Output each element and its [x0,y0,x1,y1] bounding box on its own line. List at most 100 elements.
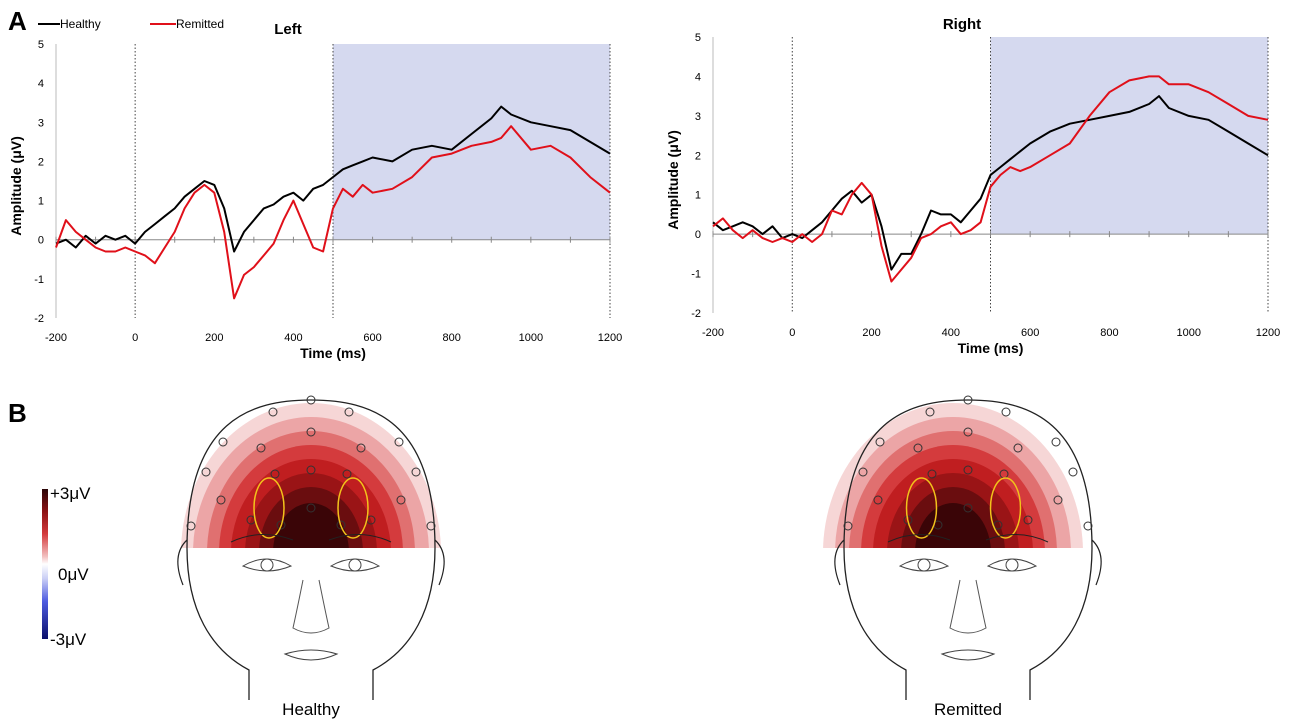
scale-label-zero: 0μV [58,565,89,584]
eyebrow-right [985,533,1049,543]
topomap-figure [42,395,1102,700]
electrode-marker [218,437,228,447]
x-tick-label: 800 [443,332,461,344]
x-tick-label: 0 [789,327,795,339]
x-axis-title: Time (ms) [300,345,366,361]
roi-ellipse-left [905,477,938,539]
series-line-remitted [712,75,1269,283]
chart-title: Left [274,21,302,38]
y-tick-label: 3 [695,111,701,123]
electrode-marker [411,467,421,477]
series-line-remitted [55,125,611,300]
panel-label-b: B [8,398,27,428]
topomap-remitted [823,395,1102,700]
electrode-marker [925,407,935,417]
eye [986,558,1038,572]
electrode-marker [356,443,366,453]
electrode-marker [336,520,346,530]
head-outline [186,399,436,700]
chart-right: -2 -1 0 1 2 3 4 5 -200 0 200 400 600 800 1000 1200 Time … [665,16,1280,356]
electrode-marker [1053,495,1063,505]
y-tick-label: 4 [695,71,701,83]
color-scale-bar [42,489,48,639]
roi-ellipse-right [989,477,1022,539]
x-tick-label: -200 [45,332,67,344]
eyebrow-left [230,533,294,543]
y-axis-title: Amplitude (μV) [8,136,24,236]
electrode-marker [843,521,853,531]
eye [329,558,381,572]
scalp-cap [181,403,441,548]
roi-ellipse-right [337,477,369,539]
scalp-cap [823,403,1083,548]
y-tick-label: 0 [38,235,44,247]
roi-ellipse-left [253,477,285,539]
y-tick-label: 4 [38,78,44,90]
analysis-window-shade [333,44,610,240]
eye [898,558,950,572]
electrode-marker [963,395,973,405]
y-tick-label: 1 [38,196,44,208]
mouth [283,649,339,661]
electrode-marker [927,469,937,479]
scale-label-negative: -3μV [50,630,87,649]
y-tick-label: -2 [691,308,701,320]
x-tick-label: 1000 [519,332,543,344]
electrode-marker [963,427,973,437]
chart-left: -2 -1 0 1 2 3 4 5 -200 0 200 400 600 800 1000 1200 Time … [8,17,622,361]
electrode-marker [963,465,973,475]
x-tick-label: 1200 [1256,327,1280,339]
electrode-marker [306,503,316,513]
ear-left [834,539,845,586]
topomap-healthy [177,395,445,700]
electrode-marker [1023,515,1033,525]
electrode-marker [993,520,1003,530]
electrode-marker [1068,467,1078,477]
eye-iris [917,558,931,572]
x-tick-label: 600 [1021,327,1039,339]
eye-iris [1005,558,1019,572]
electrode-marker [306,465,316,475]
electrode-marker [216,495,226,505]
electrode-marker [306,395,316,405]
electrode-marker [1083,521,1093,531]
eyebrow-left [887,533,951,543]
electrode-marker [270,469,280,479]
eye-iris [348,558,362,572]
electrode-marker [276,520,286,530]
y-tick-label: 1 [695,190,701,202]
electrode-marker [1051,437,1061,447]
electrode-marker [268,407,278,417]
analysis-window-shade [990,37,1268,235]
scale-label-positive: +3μV [50,484,91,503]
series-line-healthy [712,95,1269,271]
electrode-marker [858,467,868,477]
head-outline [843,399,1093,700]
potential-contour-band [273,503,349,548]
caption-healthy: Healthy [282,700,340,719]
electrode-marker [875,437,885,447]
eyebrow-right [328,533,392,543]
electrode-marker [913,443,923,453]
legend-label-healthy: Healthy [60,17,101,31]
nose [949,579,987,634]
electrode-marker [186,521,196,531]
electrode-marker [963,503,973,513]
y-tick-label: 5 [38,39,44,51]
electrode-marker [394,437,404,447]
ear-right [434,539,445,586]
electrode-marker [1001,407,1011,417]
electrode-marker [342,469,352,479]
caption-remitted: Remitted [933,700,1003,719]
x-tick-label: 400 [942,327,960,339]
electrode-marker [1013,443,1023,453]
x-tick-label: 200 [205,332,223,344]
electrode-marker [201,467,211,477]
legend-label-remitted: Remitted [176,17,224,31]
x-tick-label: 600 [363,332,381,344]
y-tick-label: 0 [695,229,701,241]
electrode-marker [306,427,316,437]
y-tick-label: 5 [695,32,701,44]
electrode-marker [426,521,436,531]
y-tick-label: -1 [34,274,44,286]
